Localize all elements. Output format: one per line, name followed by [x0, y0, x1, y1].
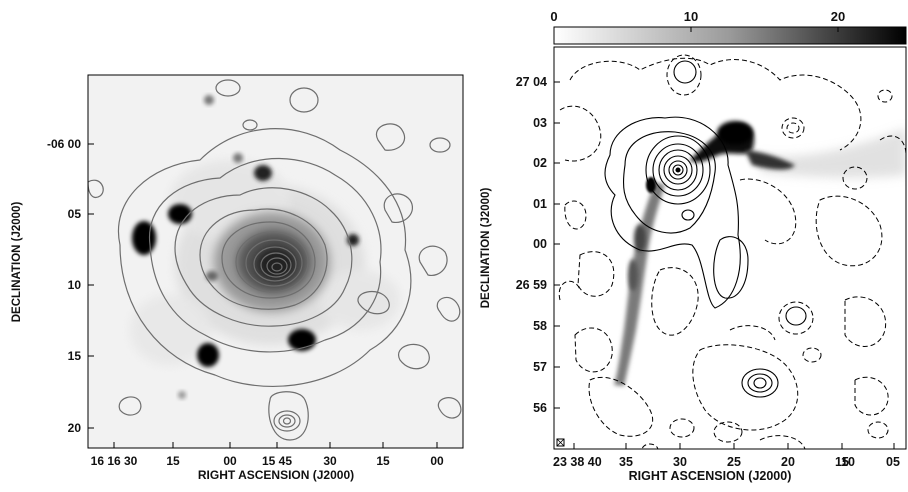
- beam-marker: [556, 438, 565, 447]
- left-frame: [87, 74, 464, 449]
- x-tick-label: 15 45: [262, 454, 292, 468]
- right-x-tick-labels: 23 38 40 35 30 25 20 15 10 05: [553, 455, 900, 469]
- x-tick-label: 20: [781, 455, 795, 469]
- right-y-tick-labels: 27 04 03 02 01 00 26 59 58 57 56: [516, 75, 547, 415]
- left-x-axis-label: RIGHT ASCENSION (J2000): [198, 468, 354, 482]
- x-tick-label: 00: [223, 454, 237, 468]
- left-tick-marks: [88, 143, 438, 448]
- x-tick-label: 05: [886, 455, 900, 469]
- y-tick-label: 20: [68, 421, 82, 435]
- x-tick-label: 10: [841, 455, 855, 469]
- left-y-axis-label: DECLINATION (J2000): [11, 202, 23, 323]
- y-tick-label: 58: [533, 319, 547, 333]
- y-tick-label: 02: [533, 156, 547, 170]
- x-tick-label: 15: [166, 454, 180, 468]
- y-tick-label: 05: [68, 207, 82, 221]
- right-frame: [553, 46, 907, 450]
- left-contours: [88, 79, 462, 441]
- y-tick-label: 27 04: [516, 75, 547, 89]
- point-sources: [132, 95, 359, 399]
- left-x-tick-labels: 16 16 30 15 00 15 45 30 15 00: [91, 454, 444, 468]
- right-tick-marks: [554, 81, 895, 449]
- y-tick-label: 03: [533, 116, 547, 130]
- y-tick-label: 00: [533, 237, 547, 251]
- colorbar-tick-label: 10: [684, 9, 698, 24]
- colorbar-tick-label: 20: [831, 9, 845, 24]
- y-tick-label: 57: [533, 360, 547, 374]
- y-tick-label: -06 00: [47, 137, 81, 151]
- right-dashed-contours: [558, 54, 906, 449]
- colorbar: 0 10 20: [550, 9, 907, 45]
- y-tick-label: 15: [68, 349, 82, 363]
- x-tick-label: 23 38 40: [553, 455, 602, 469]
- y-tick-label: 56: [533, 401, 547, 415]
- left-image: [88, 75, 463, 448]
- x-tick-label: 15: [376, 454, 390, 468]
- right-image: [554, 47, 906, 449]
- right-y-axis-label: DECLINATION (J2000): [480, 188, 492, 309]
- y-tick-label: 01: [533, 197, 547, 211]
- x-tick-label: 25: [727, 455, 741, 469]
- x-tick-label: 35: [619, 455, 633, 469]
- left-y-tick-labels: -06 00 05 10 15 20: [47, 137, 81, 435]
- colorbar-tick-label: 0: [550, 9, 557, 24]
- colorbar-gradient: [553, 26, 907, 45]
- x-tick-label: 30: [323, 454, 337, 468]
- x-tick-label: 16 16 30: [91, 454, 138, 468]
- x-tick-label: 30: [673, 455, 687, 469]
- right-solid-contours: [604, 60, 807, 398]
- y-tick-label: 10: [68, 278, 82, 292]
- x-tick-label: 00: [430, 454, 444, 468]
- y-tick-label: 26 59: [516, 278, 547, 292]
- x-tick-label: 15: [835, 455, 849, 469]
- left-panel: -06 00 05 10 15 20 16 16 30 15 00 15 45 …: [11, 74, 464, 482]
- right-panel: 0 10 20: [480, 9, 907, 483]
- right-x-axis-label: RIGHT ASCENSION (J2000): [629, 469, 792, 483]
